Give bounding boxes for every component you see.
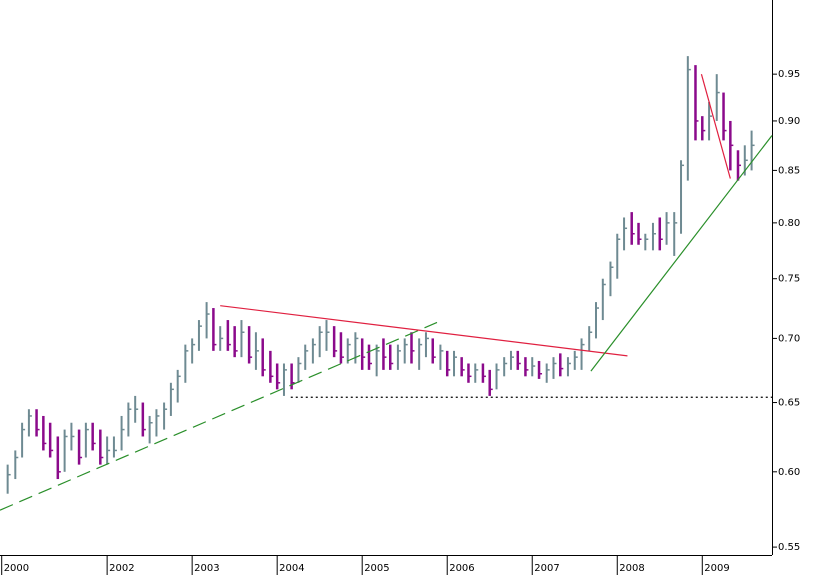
y-tick-label: 0.70 [778, 333, 800, 344]
trend-line [700, 73, 731, 179]
y-tick-label: 0.65 [778, 398, 800, 409]
y-tick-label: 0.80 [778, 218, 800, 229]
y-tick-label: 0.90 [778, 116, 800, 127]
y-tick-label: 0.55 [778, 542, 800, 553]
y-tick-label: 0.85 [778, 165, 800, 176]
y-tick-label: 0.95 [778, 69, 800, 80]
trend-line [590, 135, 773, 372]
trend-line [0, 321, 438, 511]
x-tick-label: 2006 [449, 563, 474, 574]
x-tick-label: 2005 [364, 563, 389, 574]
y-tick-label: 0.75 [778, 274, 800, 285]
y-tick-label: 0.60 [778, 467, 800, 478]
x-tick-label: 2007 [534, 563, 559, 574]
x-tick-label: 2002 [109, 563, 134, 574]
x-tick-label: 2003 [194, 563, 219, 574]
x-tick-label: 2008 [619, 563, 644, 574]
x-tick-label: 2000 [4, 563, 29, 574]
x-tick-label: 2009 [704, 563, 729, 574]
x-tick-label: 2004 [279, 563, 304, 574]
trend-line [220, 305, 628, 357]
